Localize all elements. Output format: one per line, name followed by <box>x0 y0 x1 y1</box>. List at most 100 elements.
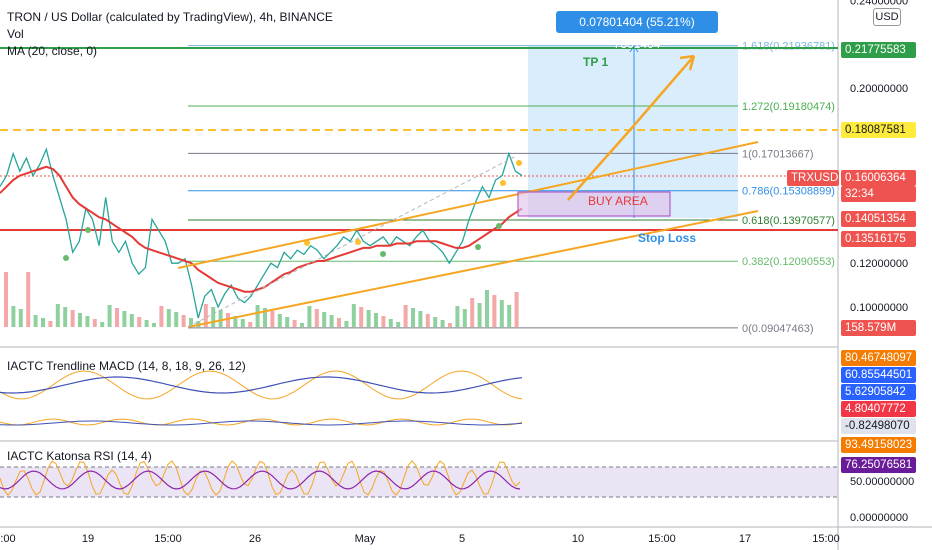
price-axis-label: 0.24000000 <box>850 0 908 7</box>
volume-bar <box>329 315 334 327</box>
volume-bar <box>388 319 393 327</box>
time-axis-label: May <box>355 533 376 545</box>
macd-title: IACTC Trendline MACD (14, 8, 18, 9, 26, … <box>7 359 246 373</box>
volume-bar <box>189 318 193 327</box>
volume-bar <box>107 305 112 327</box>
stop-loss-label: Stop Loss <box>638 231 697 245</box>
volume-bar <box>48 321 53 327</box>
volume-bar <box>344 321 349 327</box>
rsi-slow-line <box>0 470 521 490</box>
price-tag: 4.80407772 <box>841 401 916 417</box>
rsi-fast-line <box>0 460 521 496</box>
volume-bar <box>374 313 378 327</box>
volume-bar <box>18 309 23 327</box>
volume-bar <box>11 306 16 327</box>
fib-level-label: 0.786(0.15308899) <box>742 186 835 198</box>
price-tag: 5.62905842 <box>841 384 916 400</box>
volume-bar <box>292 320 297 327</box>
volume-bar <box>322 312 327 327</box>
signal-dot <box>500 180 506 186</box>
volume-bar <box>307 306 312 327</box>
volume-bar <box>174 312 179 327</box>
macd-signal-line <box>0 418 523 426</box>
volume-bar <box>122 311 127 327</box>
price-tag: TRXUSD <box>787 170 839 186</box>
signal-dot <box>475 244 481 250</box>
volume-bar <box>270 311 275 327</box>
rsi-band <box>0 467 838 497</box>
time-axis-label: 26 <box>249 533 261 545</box>
volume-bar <box>396 322 401 327</box>
tp-label: TP 1 <box>583 55 609 69</box>
time-axis-label: 5 <box>459 533 465 545</box>
price-tag: 60.85544501 <box>841 367 916 383</box>
rsi-axis-label: 0.00000000 <box>850 512 908 524</box>
price-axis-label: 0.12000000 <box>850 258 908 270</box>
volume-bar <box>462 309 467 327</box>
volume-bar <box>70 310 75 327</box>
volume-bar <box>418 311 423 327</box>
signal-dot <box>355 239 361 245</box>
channel-lower-line <box>187 210 759 328</box>
volume-bar <box>4 272 8 327</box>
price-tag: 0.21775583 <box>841 42 916 58</box>
price-tag: 158.579M <box>841 320 916 336</box>
volume-bar <box>403 305 408 327</box>
volume-bar <box>248 322 253 327</box>
time-axis-label: 15:00 <box>648 533 676 545</box>
volume-bar <box>181 315 186 327</box>
volume-bar <box>351 304 356 327</box>
currency-unit-button[interactable]: USD <box>873 8 901 26</box>
fib-level-label: 0.382(0.12090553) <box>742 256 835 268</box>
volume-bar <box>499 300 504 327</box>
price-tag: 0.14051354 <box>841 211 916 227</box>
price-tag: 0.16006364 <box>841 170 916 186</box>
ma-series <box>0 165 523 293</box>
volume-bar <box>78 313 82 327</box>
volume-bar <box>425 314 430 327</box>
signal-dot <box>304 240 310 246</box>
volume-bar <box>233 316 238 327</box>
volume-bar <box>218 310 223 327</box>
price-series <box>0 147 523 319</box>
signal-dot <box>63 255 69 261</box>
rsi-axis-label: 50.00000000 <box>850 476 914 488</box>
volume-bar <box>33 315 38 327</box>
volume-bar <box>55 304 60 327</box>
volume-bar <box>433 317 438 327</box>
time-axis-label: 15:00 <box>154 533 182 545</box>
fib-trend-line <box>187 155 517 328</box>
measure-label: 0.07801404 (55.21%) 7801404 <box>556 11 718 51</box>
macd-histogram-line <box>0 420 523 426</box>
volume-bar <box>448 323 452 327</box>
volume-bar <box>507 305 512 327</box>
volume-bar <box>285 317 290 327</box>
channel-upper-line <box>177 141 759 269</box>
volume-bar <box>226 313 230 327</box>
volume-bar <box>152 323 156 327</box>
volume-bar <box>240 319 245 327</box>
signal-dot <box>380 251 386 257</box>
signal-dot <box>496 223 502 229</box>
volume-bar <box>381 316 386 327</box>
price-tag: 32:34 <box>841 186 916 202</box>
volume-bar <box>470 298 475 327</box>
volume-bar <box>115 308 119 327</box>
buy-area-box <box>517 191 671 217</box>
volume-bar <box>159 306 164 327</box>
volume-bar <box>203 304 208 327</box>
buy-area-label: BUY AREA <box>588 194 648 208</box>
volume-bar <box>263 308 267 327</box>
projection-arrow <box>567 55 695 201</box>
volume-bar <box>411 308 415 327</box>
volume-bar <box>100 322 105 327</box>
volume-bar <box>477 303 482 327</box>
fib-level-label: 0.618(0.13970577) <box>742 215 835 227</box>
time-axis-label: 17 <box>739 533 751 545</box>
volume-bar <box>137 317 142 327</box>
volume-bar <box>485 290 489 327</box>
volume-bar <box>314 309 319 327</box>
time-axis-label: 19 <box>82 533 94 545</box>
volume-bar <box>440 320 445 327</box>
